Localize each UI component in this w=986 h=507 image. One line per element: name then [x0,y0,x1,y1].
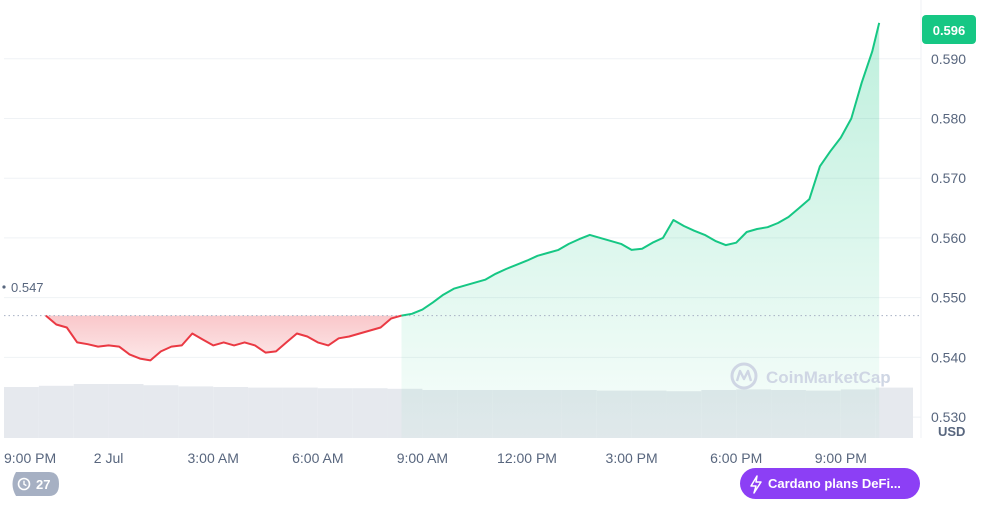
volume-bar [73,384,109,438]
y-tick-label: 0.540 [931,349,966,365]
volume-bar [213,387,249,438]
reference-value-text: 0.547 [11,280,44,295]
history-clock-icon [17,477,31,491]
y-axis: 0.530 0.540 0.550 0.560 0.570 0.580 0.590 [931,51,966,425]
price-lines [45,22,881,362]
history-button[interactable]: 27 [12,472,60,496]
price-line-up [401,22,881,317]
x-tick-label: 9:00 AM [397,450,448,466]
reference-value-label: 0.547 [0,277,58,297]
x-tick-label: 3:00 AM [188,450,239,466]
volume-bar [875,387,911,438]
y-tick-label: 0.530 [931,409,966,425]
price-line-down [45,314,402,362]
volume-bar [282,387,318,438]
up-area [401,22,880,439]
news-pill-button[interactable]: Cardano plans DeFi... [740,468,920,499]
current-price-text: 0.596 [933,23,966,38]
volume-bar [317,388,353,438]
watermark-text: CoinMarketCap [766,368,891,387]
x-tick-label: 3:00 PM [606,450,658,466]
coinmarketcap-watermark: CoinMarketCap [730,362,891,390]
history-count: 27 [36,477,50,492]
x-tick-label: 12:00 PM [497,450,557,466]
y-tick-label: 0.570 [931,170,966,186]
y-tick-label: 0.550 [931,290,966,306]
lightning-icon [750,475,762,494]
volume-bar [4,387,39,438]
x-tick-label: 9:00 PM [815,450,867,466]
x-axis: 9:00 PM 2 Jul 3:00 AM 6:00 AM 9:00 AM 12:00 P… [4,450,867,466]
volume-bar [38,385,74,438]
x-tick-label: 9:00 PM [4,450,56,466]
unit-label: USD [938,424,965,439]
x-tick-label: 6:00 AM [292,450,343,466]
current-price-badge: 0.596 [922,15,976,44]
y-tick-label: 0.580 [931,110,966,126]
news-pill-text: Cardano plans DeFi... [768,476,901,491]
volume-bar [143,385,179,438]
volume-bar [910,387,913,438]
volume-bar [248,387,283,438]
x-tick-label: 6:00 PM [710,450,762,466]
coinmarketcap-logo-icon [730,362,758,390]
volume-bar [352,388,388,438]
volume-bar [178,386,214,438]
volume-bar [108,384,144,438]
price-areas [45,22,880,439]
down-area [45,315,402,361]
y-tick-label: 0.560 [931,230,966,246]
y-tick-label: 0.590 [931,51,966,67]
x-tick-label: 2 Jul [94,450,124,466]
